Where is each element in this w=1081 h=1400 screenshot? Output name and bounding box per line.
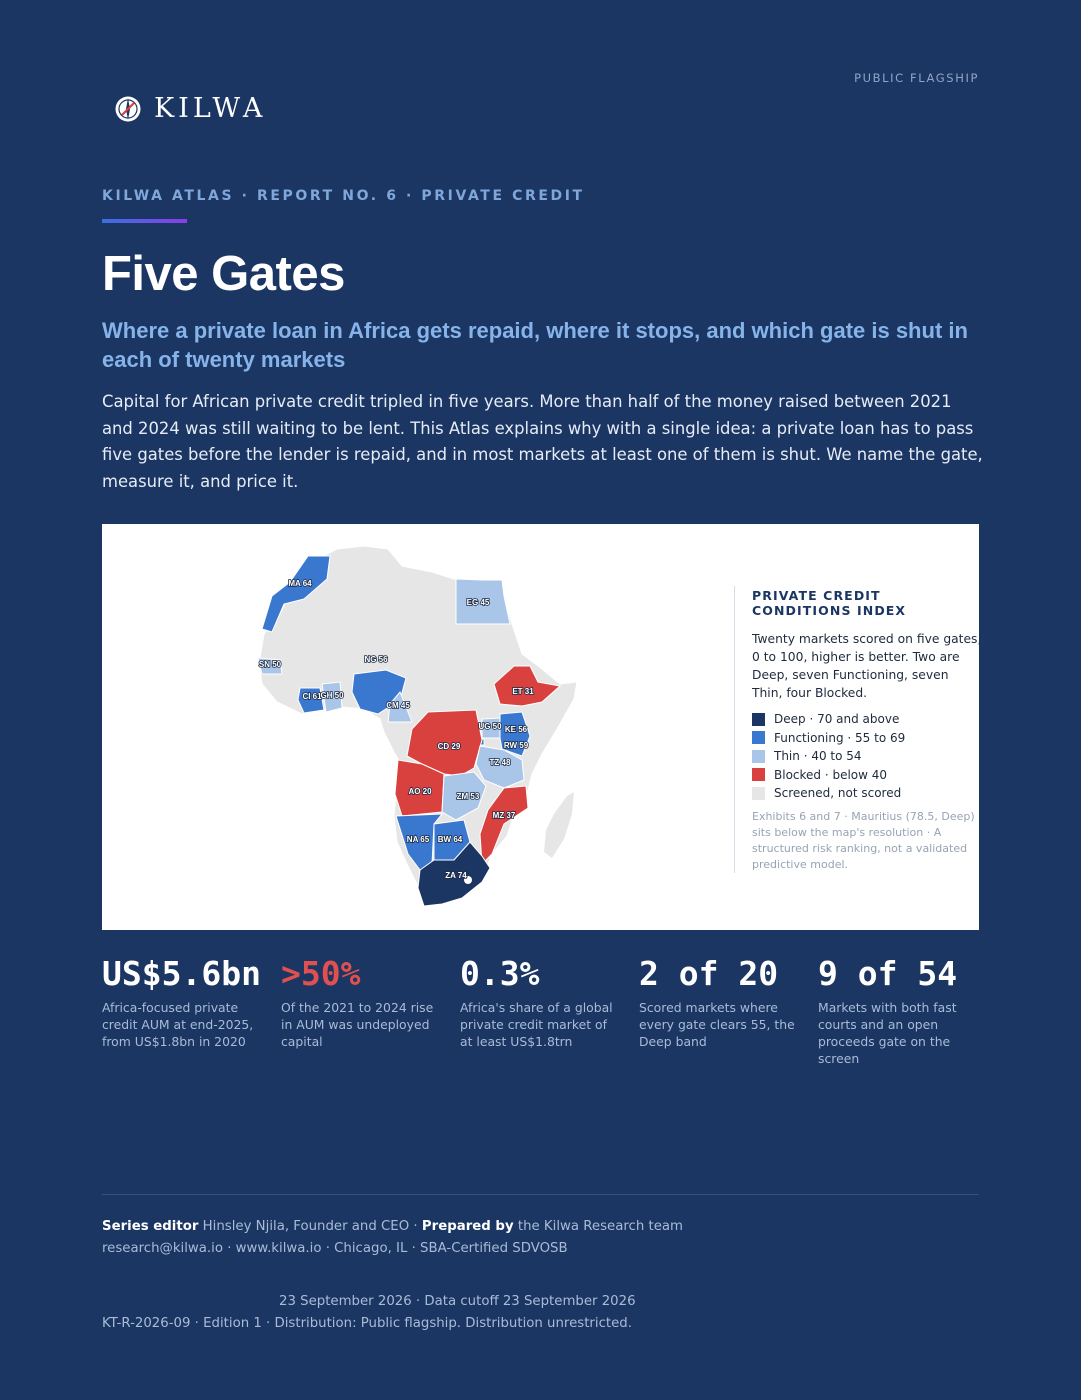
market-label-sn: SN 50 <box>259 660 282 669</box>
stat-value: >50% <box>281 954 361 993</box>
publication-dates: 23 September 2026 · Data cutoff 23 Septe… <box>279 1294 636 1309</box>
market-label-eg: EG 45 <box>467 598 490 607</box>
market-label-gh: GH 50 <box>320 691 344 700</box>
map-panel: MA 64 EG 45 SN 50 CI 61 GH 50 NG 56 CM 45 ET 31… <box>102 524 982 930</box>
credits-line: Series editor Hinsley Njila, Founder and… <box>102 1216 683 1238</box>
legend-label: Screened, not scored <box>774 786 902 801</box>
country-TZ <box>475 745 525 789</box>
market-label-cd: CD 29 <box>438 742 461 751</box>
stat-value: US$5.6bn <box>102 954 261 993</box>
report-kicker: KILWA ATLAS · REPORT NO. 6 · PRIVATE CRE… <box>102 188 585 204</box>
market-label-tz: TZ 48 <box>490 758 511 767</box>
credits: Series editor Hinsley Njila, Founder and… <box>102 1216 683 1260</box>
country-SN <box>257 657 283 675</box>
stat-value: 0.3% <box>460 954 540 993</box>
distribution-flag: PUBLIC FLAGSHIP <box>854 71 979 85</box>
legend-item: Functioning · 55 to 69 <box>752 729 982 748</box>
market-label-ke: KE 56 <box>505 725 528 734</box>
country-ZM <box>441 771 487 821</box>
editor-name: Hinsley Njila, Founder and CEO <box>202 1219 410 1234</box>
market-label-za: ZA 74 <box>445 871 467 880</box>
country-MZ <box>479 785 529 866</box>
legend-swatch <box>752 712 765 726</box>
lesotho-enclave <box>464 876 472 884</box>
market-label-mz: MZ 37 <box>493 811 516 820</box>
lede-paragraph: Capital for African private credit tripl… <box>102 392 983 491</box>
africa-map <box>257 545 578 907</box>
legend-label: Blocked · below 40 <box>774 767 888 782</box>
compass-logo-icon <box>115 96 141 121</box>
stat-value: 2 of 20 <box>639 954 779 993</box>
page-title: Five Gates <box>102 247 345 301</box>
country-KE <box>499 711 531 757</box>
contact-line: research@kilwa.io · www.kilwa.io · Chica… <box>102 1241 568 1256</box>
legend-item: Screened, not scored <box>752 784 982 803</box>
country-MA <box>261 555 331 633</box>
market-label-na: NA 65 <box>407 835 430 844</box>
brand-logo: KILWA <box>114 93 266 124</box>
stat-label: Markets with both fast courts and an ope… <box>818 1000 957 1066</box>
stat-card: 9 of 54 Markets with both fast courts and… <box>818 952 997 1067</box>
stat-label: Africa-focused private credit AUM at end… <box>102 1000 254 1049</box>
legend-swatch <box>752 731 765 745</box>
key-stats: US$5.6bn Africa-focused private credit AU… <box>102 952 992 1067</box>
legend-description: Twenty markets scored on five gates, 0 t… <box>752 632 982 700</box>
country-CM <box>387 691 413 723</box>
editor-label: Series editor <box>102 1219 199 1234</box>
stat-card: US$5.6bn Africa-focused private credit AU… <box>102 952 281 1067</box>
brand-wordmark: KILWA <box>154 93 267 124</box>
page-subtitle: Where a private loan in Africa gets repa… <box>102 318 968 372</box>
stat-card: 0.3% Africa's share of a global private c… <box>460 952 639 1067</box>
legend-label: Thin · 40 to 54 <box>774 749 862 764</box>
legend-items: Deep · 70 and above Functioning · 55 to 6… <box>752 710 982 803</box>
market-label-ma: MA 64 <box>288 579 312 588</box>
map-legend: PRIVATE CREDIT CONDITIONS INDEX Twenty m… <box>734 586 982 873</box>
market-label-rw: RW 59 <box>504 741 529 750</box>
legend-swatch <box>752 768 765 782</box>
prepared-label: Prepared by <box>421 1219 514 1234</box>
country-CI <box>297 687 325 714</box>
legend-item: Thin · 40 to 54 <box>752 747 982 766</box>
legend-item: Blocked · below 40 <box>752 766 982 785</box>
market-label-ci: CI 61 <box>302 692 322 701</box>
credits-separator: · <box>413 1219 418 1234</box>
country-ET <box>493 665 562 707</box>
country-GH <box>321 681 343 713</box>
country-ZA <box>417 841 491 907</box>
accent-bar <box>102 219 187 223</box>
market-label-et: ET 31 <box>512 687 534 696</box>
stat-label: Scored markets where every gate clears 5… <box>639 1000 795 1049</box>
country-EG <box>455 578 511 625</box>
edition-line: KT-R-2026-09 · Edition 1 · Distribution:… <box>102 1316 632 1331</box>
legend-swatch <box>752 786 765 800</box>
stat-card: >50% Of the 2021 to 2024 rise in AUM was … <box>281 952 460 1067</box>
stat-label: Africa's share of a global private credi… <box>460 1000 613 1049</box>
stat-value: 9 of 54 <box>818 954 958 993</box>
legend-title: PRIVATE CREDIT CONDITIONS INDEX <box>752 588 907 618</box>
market-label-ug: UG 50 <box>478 722 502 731</box>
market-label-cm: CM 45 <box>386 701 410 710</box>
legend-label: Deep · 70 and above <box>774 712 900 727</box>
legend-swatch <box>752 749 765 763</box>
stat-card: 2 of 20 Scored markets where every gate c… <box>639 952 818 1067</box>
stat-label: Of the 2021 to 2024 rise in AUM was unde… <box>281 1000 434 1049</box>
market-label-ng: NG 56 <box>364 655 388 664</box>
market-label-bw: BW 64 <box>438 835 463 844</box>
market-label-ao: AO 20 <box>408 787 432 796</box>
footer-divider <box>102 1194 979 1195</box>
legend-label: Functioning · 55 to 69 <box>774 730 906 745</box>
prepared-by: the Kilwa Research team <box>517 1219 683 1234</box>
legend-note: Exhibits 6 and 7 · Mauritius (78.5, Deep… <box>752 809 975 871</box>
market-label-zm: ZM 53 <box>457 792 480 801</box>
madagascar <box>544 792 574 858</box>
legend-item: Deep · 70 and above <box>752 710 982 729</box>
